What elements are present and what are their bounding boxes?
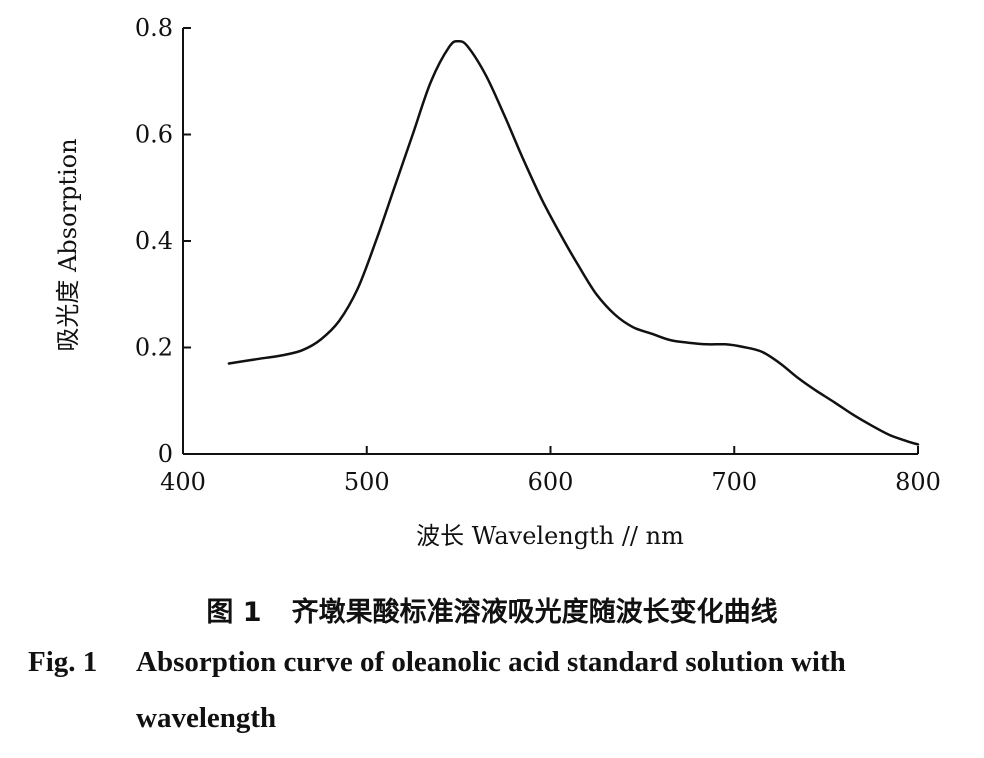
caption-chinese-text: 齐墩果酸标准溶液吸光度随波长变化曲线 — [291, 597, 778, 628]
x-tick-label: 800 — [895, 468, 941, 496]
y-ticks: 0 0.2 0.4 0.6 0.8 — [135, 14, 191, 468]
caption-english-text-line1: Absorption curve of oleanolic acid stand… — [136, 646, 846, 678]
x-tick-label: 500 — [344, 468, 390, 496]
x-tick-label: 700 — [711, 468, 757, 496]
caption-chinese: 图 1 齐墩果酸标准溶液吸光度随波长变化曲线 — [0, 590, 984, 629]
caption-chinese-fig-number: 图 1 — [206, 597, 262, 628]
y-tick-label: 0 — [158, 440, 173, 468]
caption-english-text-line2: wavelength — [136, 702, 277, 734]
x-tick-label: 600 — [528, 468, 574, 496]
absorption-chart: 400 500 600 700 800 0 0.2 0.4 0.6 0.8 波长 Wavelen… — [54, 14, 941, 550]
caption-english-fig-number: Fig. 1 — [28, 646, 98, 678]
absorption-curve — [227, 39, 920, 446]
y-axis-label: 吸光度 Absorption — [54, 138, 82, 351]
x-tick-label: 400 — [160, 468, 206, 496]
y-tick-label: 0.6 — [135, 121, 173, 149]
axes — [182, 28, 918, 455]
caption-english: Fig. 1 Absorption curve of oleanolic aci… — [0, 646, 984, 758]
y-tick-label: 0.8 — [135, 14, 173, 42]
x-ticks: 400 500 600 700 800 — [160, 446, 941, 496]
y-tick-label: 0.4 — [135, 227, 173, 255]
x-axis-label: 波长 Wavelength // nm — [416, 522, 684, 550]
y-tick-label: 0.2 — [135, 334, 173, 362]
